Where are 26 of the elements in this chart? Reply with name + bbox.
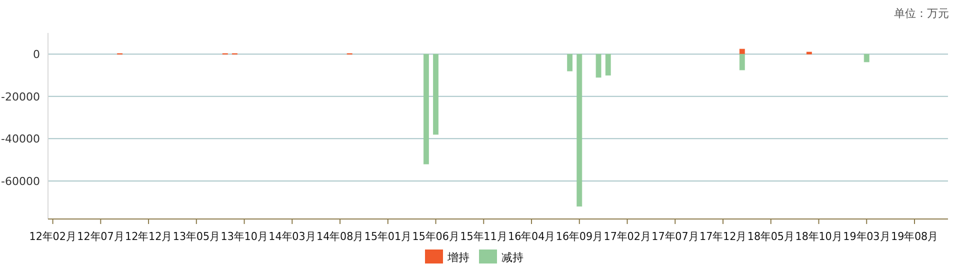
legend-label: 增持 (446, 251, 470, 264)
y-tick-label: -40000 (1, 132, 40, 146)
y-tick-label: 0 (33, 48, 40, 62)
x-tick-label: 19年03月 (843, 230, 894, 243)
x-tick-label: 17年07月 (652, 230, 702, 243)
x-tick-label: 12年12月 (125, 230, 176, 243)
x-tick-label: 15年01月 (364, 230, 414, 243)
x-tick-label: 13年05月 (172, 230, 223, 243)
x-tick-label: 14年03月 (268, 230, 319, 243)
x-tick-label: 12年02月 (29, 230, 80, 243)
x-tick-label: 19年08月 (890, 230, 941, 243)
x-tick-label: 17年12月 (700, 230, 750, 243)
x-tick-label: 16年04月 (508, 230, 558, 243)
x-tick-label: 17年02月 (604, 230, 654, 243)
y-tick-label: -60000 (1, 174, 40, 188)
text: 单位：万元 (894, 7, 949, 20)
x-tick-label: 16年09月 (556, 230, 606, 243)
x-tick-label: 15年11月 (460, 230, 510, 243)
x-tick-label: 13年10月 (220, 230, 271, 243)
x-tick-label: 12年07月 (77, 230, 128, 243)
y-tick-label: -20000 (1, 90, 40, 104)
x-tick-label: 14年08月 (316, 230, 367, 243)
legend-label: 减持 (502, 251, 524, 264)
x-tick-label: 15年06月 (412, 230, 462, 243)
x-tick-label: 18年05月 (747, 230, 798, 243)
x-tick-label: 18年10月 (795, 230, 846, 243)
